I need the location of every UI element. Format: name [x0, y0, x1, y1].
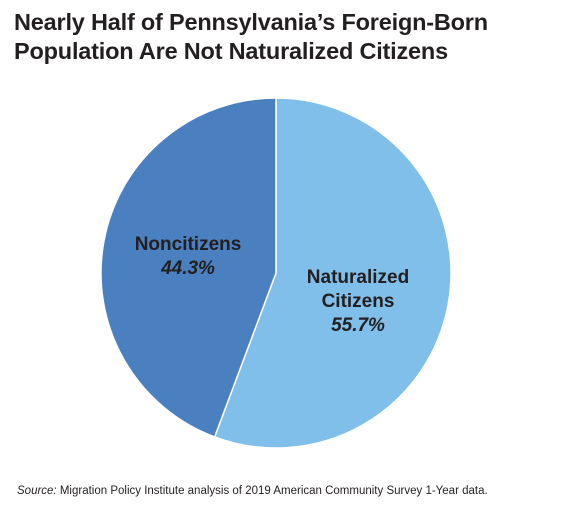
source-label: Source:: [17, 485, 57, 497]
pie-slice-2: [100, 97, 277, 438]
slice-2-value-label: 44.3%: [160, 258, 215, 279]
source-note: Source: Migration Policy Institute analy…: [17, 484, 562, 498]
pie-slices: [100, 97, 452, 449]
chart-title-line-2: Population Are Not Naturalized Citizens: [14, 38, 448, 64]
slice-2-label-line-1: Noncitizens: [135, 234, 242, 255]
slice-1-label-line-1: Naturalized: [307, 267, 409, 288]
pie-labels: Naturalized Citizens 55.7% Noncitizens 44.3%: [135, 234, 410, 336]
source-text: Migration Policy Institute analysis of 2…: [56, 485, 488, 497]
chart-title: Nearly Half of Pennsylvania’s Foreign-Bo…: [14, 8, 564, 66]
slice-1-label-line-2: Citizens: [322, 291, 395, 312]
slice-1-value-label: 55.7%: [331, 315, 385, 336]
chart-title-line-1: Nearly Half of Pennsylvania’s Foreign-Bo…: [14, 9, 488, 35]
pie-slice-1: [213, 97, 452, 449]
